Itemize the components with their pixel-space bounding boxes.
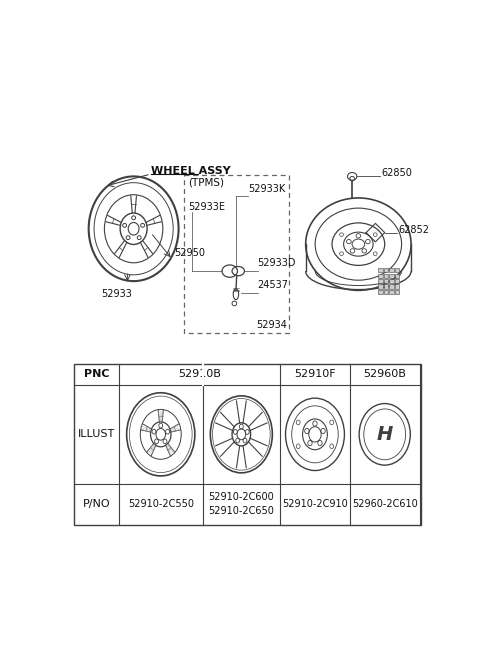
Text: P/NO: P/NO: [83, 498, 110, 509]
Bar: [384, 284, 388, 289]
Text: 52933E: 52933E: [188, 202, 225, 212]
Bar: [389, 268, 394, 272]
Bar: [378, 274, 383, 278]
Text: 24537: 24537: [258, 280, 288, 290]
Text: 52960B: 52960B: [363, 369, 406, 379]
Bar: [389, 279, 394, 283]
Text: 52910B: 52910B: [178, 369, 221, 379]
Bar: [395, 274, 399, 278]
Text: H: H: [376, 425, 393, 444]
Bar: [395, 284, 399, 289]
Text: 52910-2C910: 52910-2C910: [282, 498, 348, 509]
Text: 52910-2C550: 52910-2C550: [128, 498, 194, 509]
Text: (TPMS): (TPMS): [188, 177, 224, 187]
Bar: [384, 279, 388, 283]
Text: 62852: 62852: [399, 225, 430, 234]
Bar: [384, 290, 388, 294]
Text: 52910F: 52910F: [294, 369, 336, 379]
Text: 52960-2C610: 52960-2C610: [352, 498, 418, 509]
Text: PNC: PNC: [84, 369, 109, 379]
Bar: [378, 290, 383, 294]
Text: 62850: 62850: [382, 168, 412, 178]
Bar: [395, 290, 399, 294]
Text: 52950: 52950: [174, 248, 205, 258]
Bar: [389, 284, 394, 289]
Bar: [389, 274, 394, 278]
Bar: [378, 268, 383, 272]
Text: WHEEL ASSY: WHEEL ASSY: [151, 166, 230, 176]
Text: 52933D: 52933D: [258, 258, 296, 268]
Bar: [184, 175, 288, 333]
Bar: [74, 364, 421, 525]
Bar: [395, 279, 399, 283]
Bar: [378, 284, 383, 289]
Text: ILLUST: ILLUST: [78, 429, 115, 440]
Bar: [384, 274, 388, 278]
Bar: [378, 279, 383, 283]
Bar: [384, 268, 388, 272]
Text: 52934: 52934: [256, 320, 287, 329]
Bar: [389, 290, 394, 294]
Text: 52933: 52933: [101, 289, 132, 299]
Text: 52910-2C600
52910-2C650: 52910-2C600 52910-2C650: [208, 492, 274, 515]
Bar: [395, 268, 399, 272]
Text: 52933K: 52933K: [248, 183, 286, 194]
